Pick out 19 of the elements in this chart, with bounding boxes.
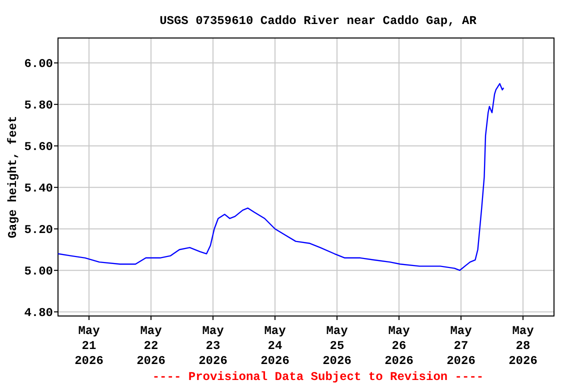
y-tick-label: 5.60 <box>24 140 53 154</box>
x-tick-label: May 25 2026 <box>322 324 352 368</box>
y-tick-label: 6.00 <box>24 56 53 71</box>
x-tick-label: May 23 2026 <box>198 324 228 368</box>
x-tick-label: May 22 2026 <box>136 324 166 368</box>
x-tick-label: May 27 2026 <box>446 324 476 368</box>
text: ---- Provisional Data Subject to Revision ---- <box>152 370 484 384</box>
y-tick-label: 4.80 <box>24 306 53 320</box>
y-axis-title: Gage height, feet <box>6 116 20 238</box>
x-tick-label: May 26 2026 <box>384 324 414 368</box>
line-series <box>58 83 504 271</box>
x-tick-label: May 21 2026 <box>74 324 104 368</box>
chart-title: USGS 07359610 Caddo River near Caddo Gap, AR <box>160 14 478 28</box>
x-tick-label: May 28 2026 <box>508 324 538 368</box>
y-tick-label: 5.80 <box>24 98 53 112</box>
y-tick-label: 5.20 <box>24 222 53 237</box>
y-tick-label: 5.00 <box>24 264 53 278</box>
x-tick-label: May 24 2026 <box>260 324 290 368</box>
y-tick-label: 5.40 <box>24 181 53 196</box>
